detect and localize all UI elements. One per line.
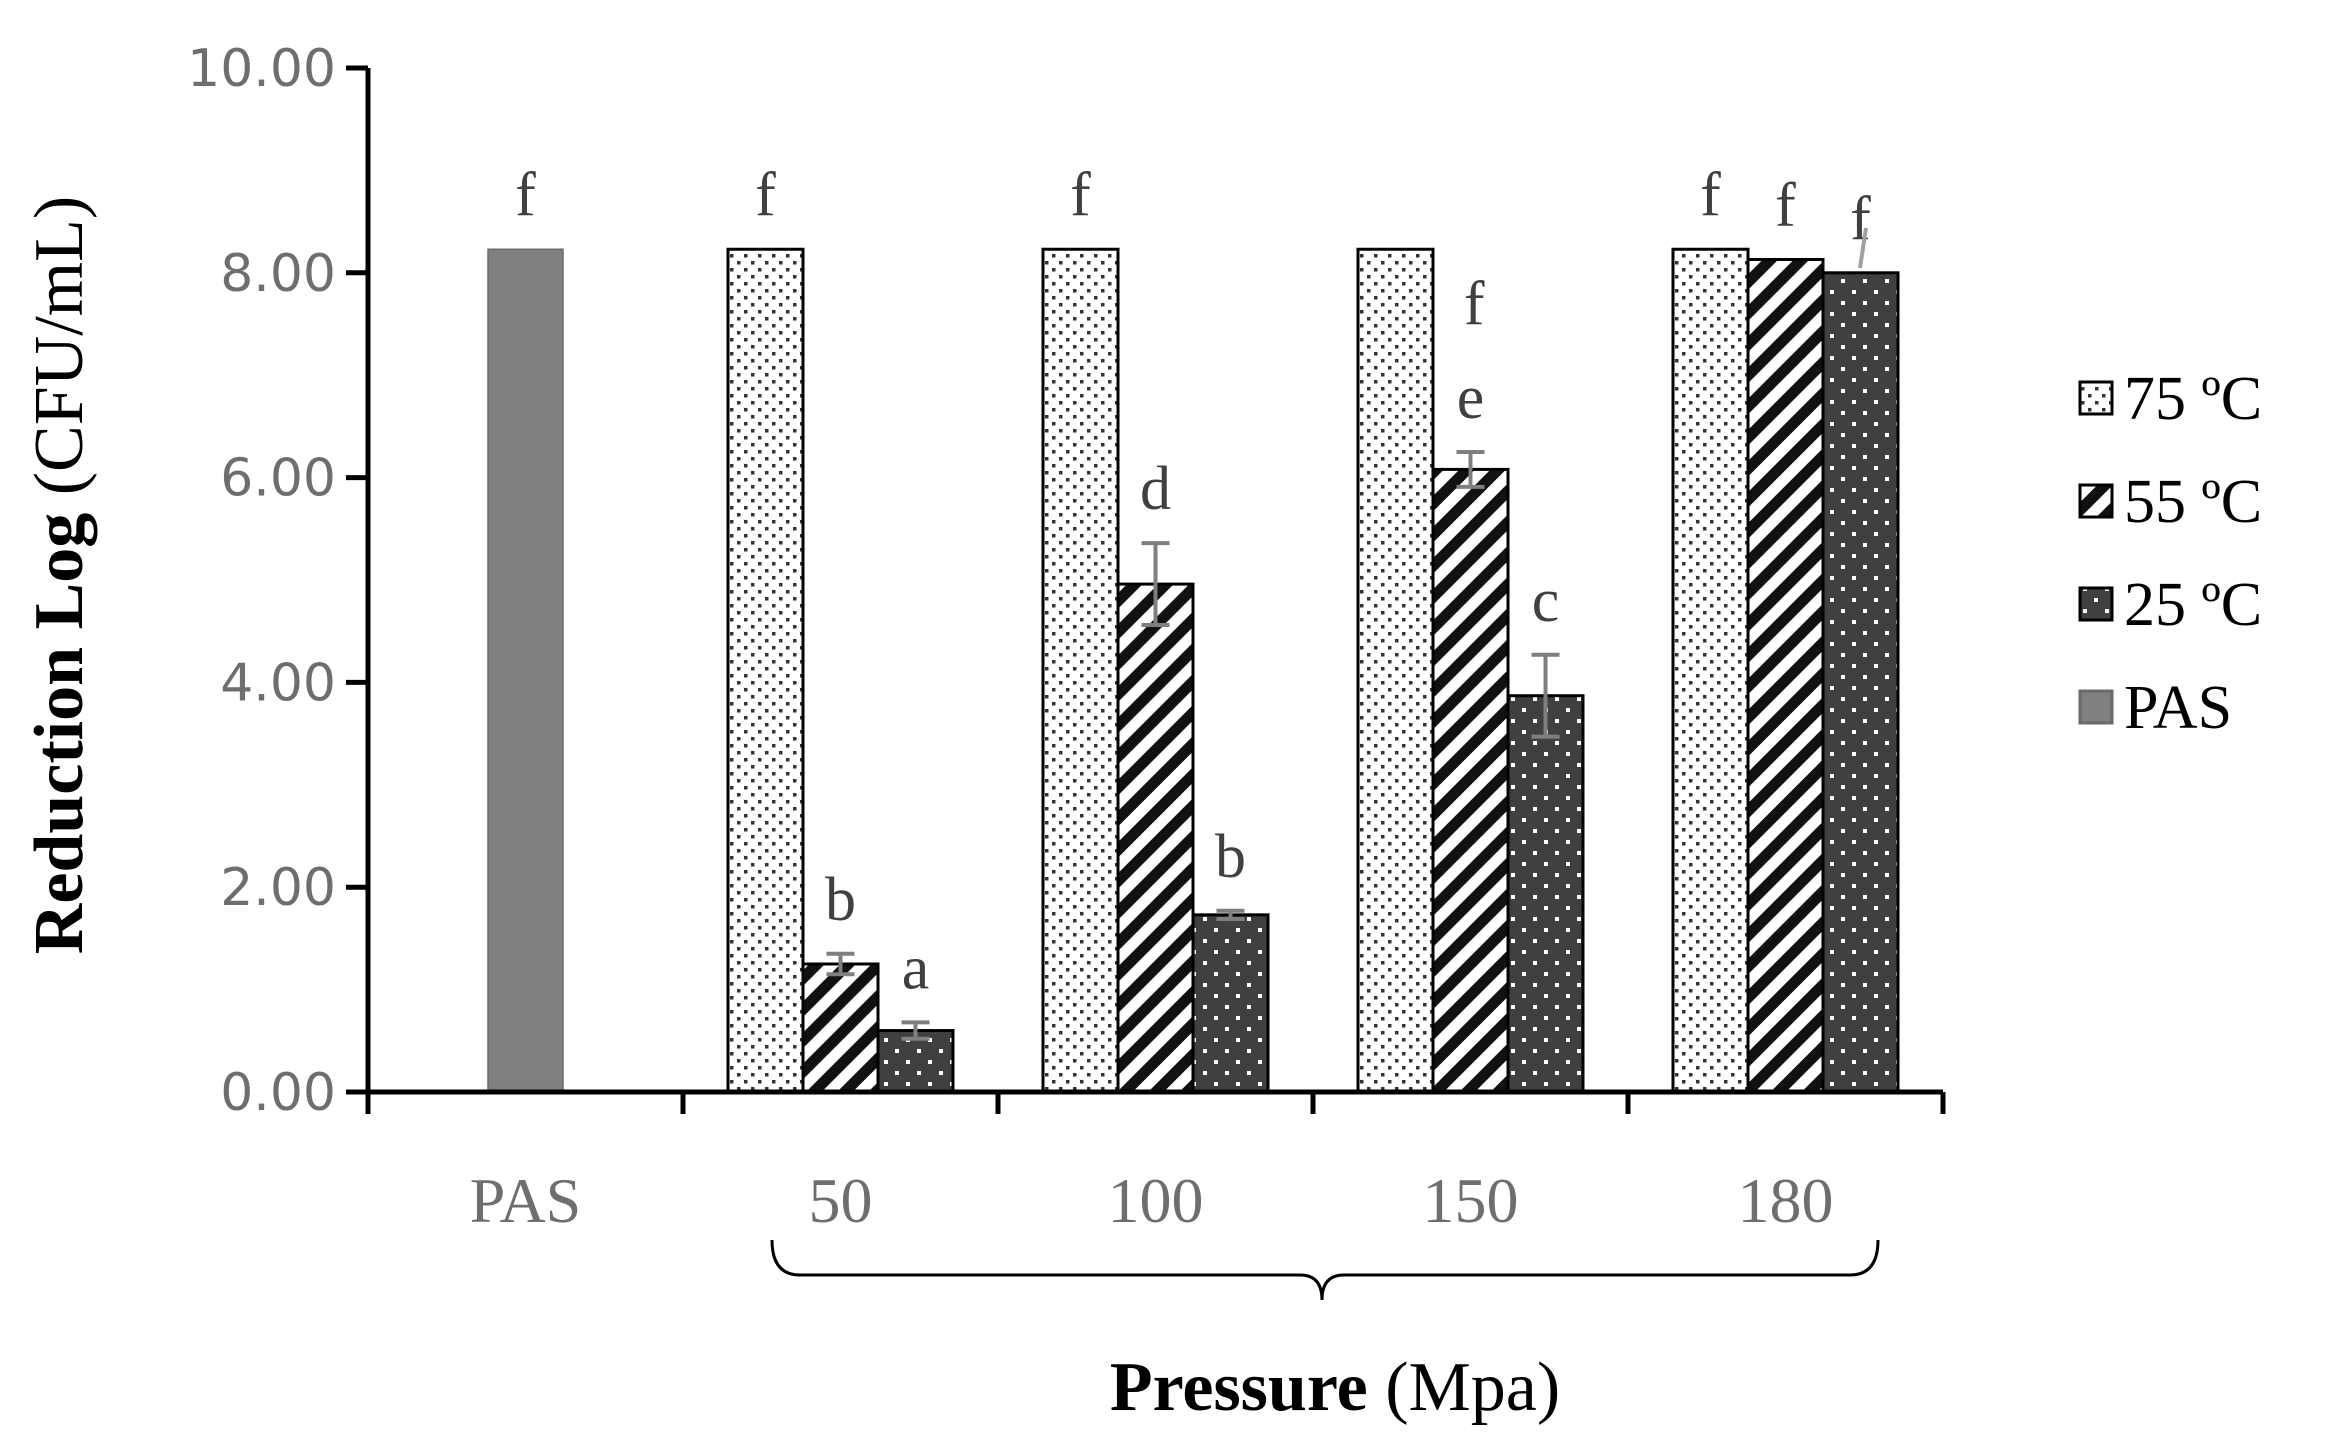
x-tick-label-180: 180 [1738, 1165, 1834, 1236]
sig-letter-100-25: b [1215, 823, 1246, 891]
legend-item-55: 55 ºC [2078, 468, 2262, 536]
bar-50-75 [726, 247, 805, 1094]
y-tick-label-6.00: 6.00 [220, 449, 336, 509]
sig-letter-100-55: d [1140, 455, 1171, 523]
legend-item-25: 25 ºC [2078, 571, 2262, 639]
x-tick-label-50: 50 [809, 1165, 873, 1236]
y-axis-title-main: Reduction Log [21, 513, 98, 954]
sig-letter-150-25: c [1532, 567, 1560, 635]
bar-50-55 [801, 962, 880, 1094]
sig-letter-50-25: a [902, 934, 930, 1002]
x-tick-label-150: 150 [1423, 1165, 1519, 1236]
y-tick-label-0.00: 0.00 [220, 1063, 336, 1123]
sig-letter-180-75: f [1700, 161, 1721, 229]
bar-50-25 [876, 1029, 955, 1094]
y-tick-label-4.00: 4.00 [220, 653, 336, 713]
x-tick-label-PAS: PAS [470, 1165, 582, 1236]
x-tick-label-100: 100 [1108, 1165, 1204, 1236]
error-bar-150-25 [1531, 652, 1560, 739]
error-bar-50-55 [826, 951, 855, 977]
legend-swatch-55 [2078, 483, 2114, 519]
axes-layer: PAS 50 100 150 180 0.00 2.00 4.00 6.00 8.00 10.00 [187, 39, 1946, 1236]
legend-label-PAS: PAS [2124, 674, 2232, 742]
bar-180-55 [1746, 257, 1825, 1094]
y-tick-label-8.00: 8.00 [220, 244, 336, 304]
legend-swatch-75 [2078, 380, 2114, 416]
sig-letter-180-25: f [1850, 185, 1871, 253]
legend-label-25: 25 ºC [2124, 571, 2262, 639]
error-bar-150-55 [1456, 450, 1485, 489]
y-tick-label-2.00: 2.00 [220, 858, 336, 918]
label-leader-180-25 [1858, 227, 1868, 269]
bar-100-25 [1191, 913, 1270, 1094]
legend-label-55: 55 ºC [2124, 468, 2262, 536]
x-axis-title-main: Pressure [1110, 1349, 1368, 1426]
y-tick-label-10.00: 10.00 [187, 39, 336, 99]
y-axis-title-unit: (CFU/mL) [21, 196, 98, 495]
legend: 75 ºC 55 ºC 25 ºC PAS [2078, 365, 2262, 742]
x-axis-title-unit: (Mpa) [1385, 1349, 1560, 1426]
bar-180-75 [1671, 247, 1750, 1094]
bar-100-55 [1116, 582, 1195, 1094]
sig-letter-50-55: b [825, 866, 856, 934]
sig-letter-180-55: f [1775, 171, 1796, 239]
sig-letter-50-75: f [755, 161, 776, 229]
y-axis-title: Reduction Log (CFU/mL) [21, 196, 98, 954]
bar-180-25 [1821, 271, 1900, 1094]
sig-letter-100-75: f [1070, 161, 1091, 229]
bar-150-25 [1506, 694, 1585, 1094]
legend-swatch-PAS [2078, 689, 2114, 725]
error-bar-100-25 [1216, 908, 1245, 921]
pressure-group-brace [770, 1239, 1880, 1301]
x-axis-title: Pressure (Mpa) [1110, 1349, 1560, 1426]
sig-letter-PAS-PAS: f [515, 161, 536, 229]
sig-letter-150-extra: f [1464, 270, 1485, 338]
bar-PAS-PAS [487, 248, 564, 1093]
error-bar-50-25 [901, 1020, 930, 1041]
legend-item-PAS: PAS [2078, 674, 2232, 742]
error-bar-100-55 [1141, 541, 1170, 628]
sig-letter-150-55: e [1457, 364, 1485, 432]
bar-150-75 [1356, 247, 1435, 1094]
legend-swatch-25 [2078, 586, 2114, 622]
legend-item-75: 75 ºC [2078, 365, 2262, 433]
bar-150-55 [1431, 467, 1510, 1094]
bar-100-75 [1041, 247, 1120, 1094]
legend-label-75: 75 ºC [2124, 365, 2262, 433]
